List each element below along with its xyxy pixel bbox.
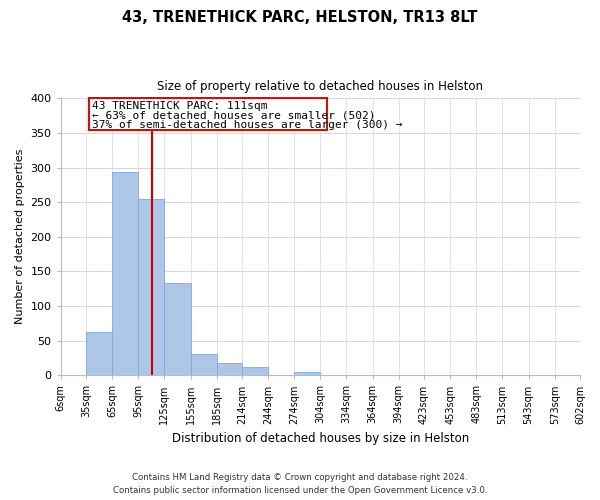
Bar: [164, 283, 191, 376]
Bar: [112, 172, 138, 376]
Bar: [529, 374, 555, 376]
Text: Contains HM Land Registry data © Crown copyright and database right 2024.
Contai: Contains HM Land Registry data © Crown c…: [113, 473, 487, 495]
FancyBboxPatch shape: [89, 98, 328, 130]
Bar: [217, 363, 242, 376]
X-axis label: Distribution of detached houses by size in Helston: Distribution of detached houses by size …: [172, 432, 469, 445]
Text: 37% of semi-detached houses are larger (300) →: 37% of semi-detached houses are larger (…: [92, 120, 403, 130]
Title: Size of property relative to detached houses in Helston: Size of property relative to detached ho…: [157, 80, 484, 93]
Y-axis label: Number of detached properties: Number of detached properties: [15, 149, 25, 324]
Text: 43, TRENETHICK PARC, HELSTON, TR13 8LT: 43, TRENETHICK PARC, HELSTON, TR13 8LT: [122, 10, 478, 25]
Bar: [138, 198, 164, 376]
Bar: [294, 372, 320, 376]
Bar: [191, 354, 217, 376]
Bar: [242, 367, 268, 376]
Bar: [86, 332, 112, 376]
Text: 43 TRENETHICK PARC: 111sqm: 43 TRENETHICK PARC: 111sqm: [92, 101, 268, 111]
Text: ← 63% of detached houses are smaller (502): ← 63% of detached houses are smaller (50…: [92, 111, 376, 121]
